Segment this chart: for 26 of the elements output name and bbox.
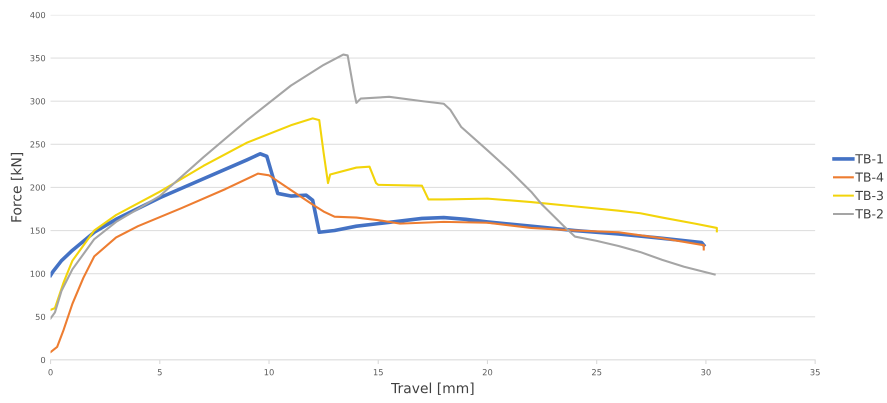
line-series xyxy=(50,117,718,311)
y-tick-label: 100 xyxy=(30,270,46,277)
x-axis-title: Travel [mm] xyxy=(391,382,474,395)
x-tick-label: 5 xyxy=(158,369,162,376)
x-tick-label: 15 xyxy=(374,369,383,376)
line-series xyxy=(50,172,705,354)
x-tick-label: 35 xyxy=(810,369,820,376)
legend-label: TB-1 xyxy=(855,154,883,164)
legend-label: TB-2 xyxy=(855,209,883,218)
x-tick-label: 30 xyxy=(701,369,711,376)
y-tick-label: 300 xyxy=(30,98,46,104)
legend-label: TB-3 xyxy=(855,190,883,200)
y-tick-label: 350 xyxy=(30,55,46,62)
x-tick-label: 25 xyxy=(592,369,602,376)
y-tick-label: 250 xyxy=(30,141,46,148)
x-tick-label: 20 xyxy=(482,369,492,376)
y-tick-label: 200 xyxy=(30,184,46,191)
y-tick-label: 0 xyxy=(40,356,46,364)
legend-label: TB-4 xyxy=(855,172,884,182)
y-tick-label: 150 xyxy=(30,227,46,234)
x-tick-label: 0 xyxy=(48,369,53,376)
y-tick-label: 50 xyxy=(36,314,46,320)
y-tick-label: 400 xyxy=(30,12,46,18)
x-tick-label: 10 xyxy=(264,369,274,376)
line-series xyxy=(50,54,716,320)
y-axis-title: Force [kN] xyxy=(10,152,24,222)
